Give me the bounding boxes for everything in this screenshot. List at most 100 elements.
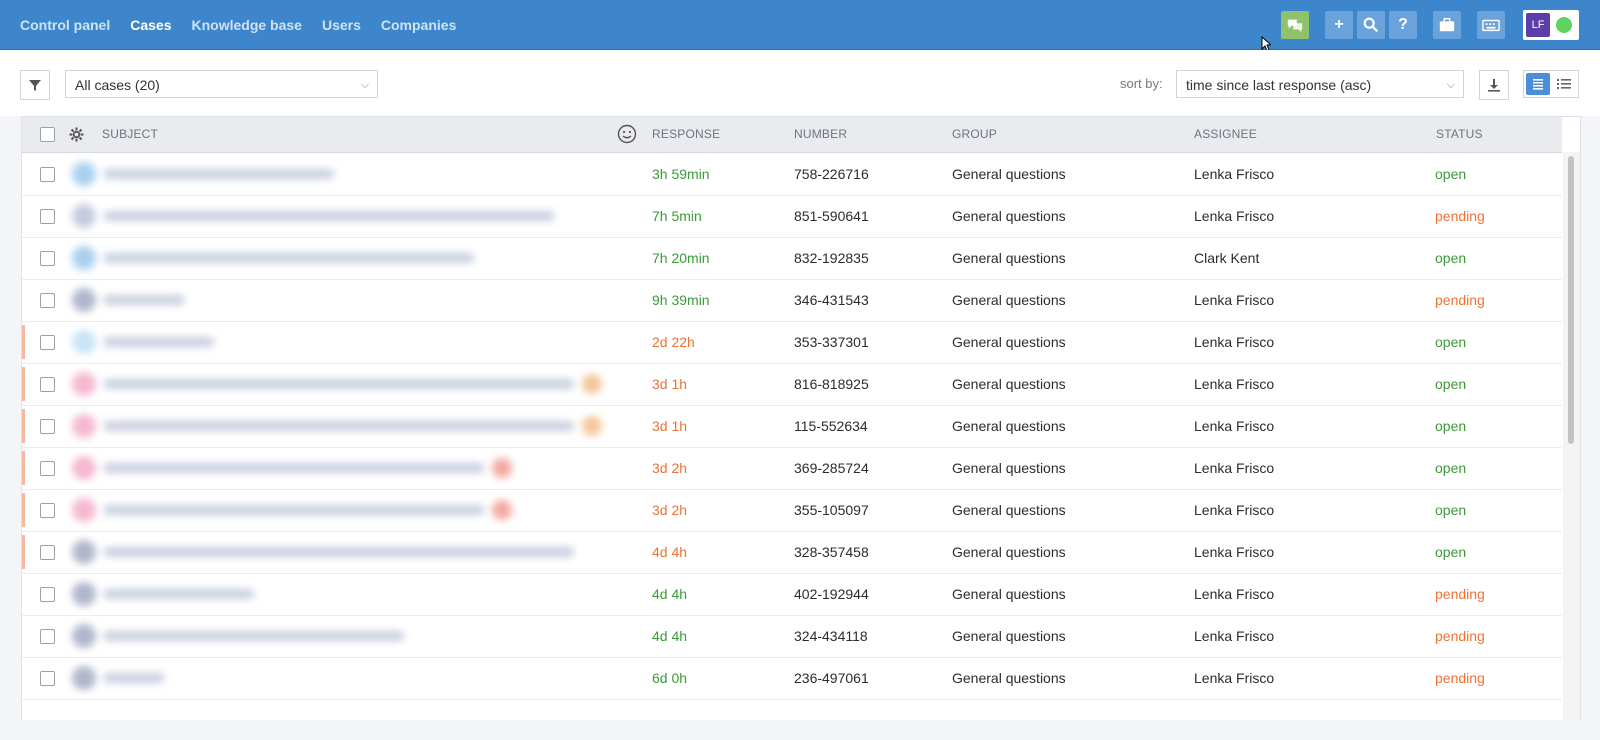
table-row[interactable]: 7h 5min 851-590641 General questions Lenka … [22,195,1562,238]
case-number[interactable]: 402-192944 [794,586,869,602]
case-group: General questions [952,460,1066,476]
subject-cell-blurred[interactable] [62,321,652,363]
row-checkbox[interactable] [40,251,55,266]
subject-cell-blurred[interactable] [62,279,652,321]
table-row[interactable]: 4d 4h 402-192944 General questions Lenka Fr… [22,573,1562,616]
status-badge: open [1435,418,1467,434]
case-number[interactable]: 832-192835 [794,250,869,266]
nav-users[interactable]: Users [321,16,361,33]
subject-cell-blurred[interactable] [62,195,652,237]
case-number[interactable]: 355-105097 [794,502,869,518]
search-button[interactable] [1357,11,1385,39]
case-assignee: Lenka Frisco [1194,208,1275,224]
case-number[interactable]: 369-285724 [794,460,869,476]
agent-avatar [582,374,602,394]
table-row[interactable]: 2d 22h 353-337301 General questions Lenka F… [22,321,1562,364]
case-number[interactable]: 851-590641 [794,208,869,224]
header-assignee[interactable]: ASSIGNEE [1194,127,1257,141]
agent-avatar [582,416,602,436]
response-time: 3d 1h [652,376,688,392]
table-scrollbar[interactable] [1563,152,1580,721]
subject-cell-blurred[interactable] [62,447,652,489]
header-response[interactable]: RESPONSE [652,127,721,141]
row-checkbox[interactable] [40,587,55,602]
nav-companies[interactable]: Companies [380,16,457,33]
help-icon: ? [1398,16,1408,33]
case-number[interactable]: 353-337301 [794,334,869,350]
status-badge: pending [1435,670,1485,686]
subject-cell-blurred[interactable] [62,531,652,573]
case-number[interactable]: 816-818925 [794,376,869,392]
row-checkbox[interactable] [40,629,55,644]
filter-button[interactable] [20,70,50,100]
status-badge: pending [1435,292,1485,308]
subject-cell-blurred[interactable] [62,237,652,279]
table-row[interactable]: 3h 59min 758-226716 General questions Lenka… [22,153,1562,196]
row-checkbox[interactable] [40,377,55,392]
header-status[interactable]: STATUS [1436,127,1483,141]
case-number[interactable]: 236-497061 [794,670,869,686]
table-row[interactable]: 9h 39min 346-431543 General questions Lenka… [22,279,1562,322]
row-checkbox[interactable] [40,545,55,560]
subject-cell-blurred[interactable] [62,573,652,615]
scrollbar-thumb[interactable] [1568,156,1574,444]
row-checkbox[interactable] [40,293,55,308]
header-subject[interactable]: SUBJECT [102,127,159,141]
subject-cell-blurred[interactable] [62,153,652,195]
row-checkbox[interactable] [40,167,55,182]
list-view-button[interactable] [1526,73,1550,95]
user-menu[interactable]: LF [1523,10,1579,40]
chevron-down-icon: ⌵ [360,79,369,91]
case-group: General questions [952,376,1066,392]
case-number[interactable]: 758-226716 [794,166,869,182]
nav-cases[interactable]: Cases [130,16,172,33]
table-row[interactable]: 6d 0h 236-497061 General questions Lenka Fr… [22,657,1562,700]
case-number[interactable]: 324-434118 [794,628,868,644]
chat-button[interactable] [1281,11,1309,39]
header-group[interactable]: GROUP [952,127,998,141]
row-checkbox[interactable] [40,503,55,518]
subject-cell-blurred[interactable] [62,489,652,531]
list-view-icon [1533,79,1543,90]
table-row[interactable]: 4d 4h 324-434118 General questions Lenka Fr… [22,615,1562,658]
cases-toolbar: All cases (20) ⌵ sort by: time since las… [0,50,1600,116]
case-number[interactable]: 346-431543 [794,292,869,308]
table-row[interactable]: 3d 1h 115-552634 General questions Lenka Fr… [22,405,1562,448]
row-checkbox[interactable] [40,671,55,686]
settings-gear-icon[interactable] [69,127,84,142]
case-assignee: Lenka Frisco [1194,292,1275,308]
row-checkbox[interactable] [40,419,55,434]
subject-cell-blurred[interactable] [62,405,652,447]
case-assignee: Lenka Frisco [1194,460,1275,476]
table-row[interactable]: 3d 1h 816-818925 General questions Lenka Fr… [22,363,1562,406]
header-number[interactable]: NUMBER [794,127,848,141]
requester-avatar [72,246,96,270]
select-all-checkbox[interactable] [40,127,55,142]
case-view-select[interactable]: All cases (20) ⌵ [65,70,378,98]
row-checkbox[interactable] [40,461,55,476]
case-number[interactable]: 115-552634 [794,418,868,434]
status-badge: open [1435,376,1467,392]
nav-knowledge-base[interactable]: Knowledge base [191,16,302,33]
table-row[interactable]: 3d 2h 355-105097 General questions Lenka Fr… [22,489,1562,532]
case-group: General questions [952,166,1066,182]
row-checkbox[interactable] [40,209,55,224]
subject-cell-blurred[interactable] [62,657,652,699]
table-row[interactable]: 3d 2h 369-285724 General questions Lenka Fr… [22,447,1562,490]
nav-control-panel[interactable]: Control panel [20,16,111,33]
case-assignee: Lenka Frisco [1194,628,1275,644]
table-row[interactable]: 4d 4h 328-357458 General questions Lenka Fr… [22,531,1562,574]
subject-cell-blurred[interactable] [62,615,652,657]
table-row[interactable]: 7h 20min 832-192835 General questions Clark… [22,237,1562,280]
export-button[interactable] [1479,70,1509,100]
new-case-button[interactable]: + [1325,11,1353,39]
subject-cell-blurred[interactable] [62,363,652,405]
sort-select[interactable]: time since last response (asc) ⌵ [1176,70,1464,98]
apps-button[interactable] [1433,11,1461,39]
help-button[interactable]: ? [1389,11,1417,39]
shortcuts-button[interactable] [1477,11,1505,39]
row-checkbox[interactable] [40,335,55,350]
chevron-down-icon: ⌵ [1446,79,1455,91]
case-number[interactable]: 328-357458 [794,544,869,560]
compact-view-button[interactable] [1552,73,1576,95]
